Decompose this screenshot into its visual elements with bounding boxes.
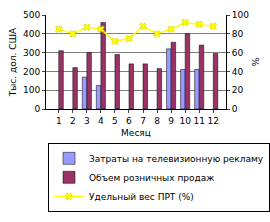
svg-text:1: 1 [56,116,62,126]
svg-text:2: 2 [70,116,76,126]
svg-text:60: 60 [232,48,244,58]
svg-text:400: 400 [23,29,40,39]
svg-text:100: 100 [232,10,249,20]
svg-text:12: 12 [208,116,219,126]
svg-text:Удельный вес ПРТ (%): Удельный вес ПРТ (%) [89,192,194,202]
svg-text:7: 7 [140,116,146,126]
svg-text:4: 4 [98,116,104,126]
svg-text:5: 5 [112,116,118,126]
svg-text:0: 0 [34,104,40,114]
svg-text:9: 9 [168,116,174,126]
svg-text:Объем розничных продаж: Объем розничных продаж [89,173,214,183]
svg-text:8: 8 [154,116,160,126]
svg-text:500: 500 [23,10,40,20]
svg-text:200: 200 [23,67,40,77]
svg-text:0: 0 [232,104,238,114]
svg-text:Тыс. дол. США: Тыс. дол. США [8,27,18,97]
svg-text:80: 80 [232,29,244,39]
svg-text:40: 40 [232,67,244,77]
svg-text:Затраты на телевизионную рекла: Затраты на телевизионную рекламу [89,154,264,164]
svg-text:100: 100 [23,85,40,95]
svg-text:Месяц: Месяц [121,128,151,138]
svg-text:300: 300 [23,48,40,58]
svg-text:20: 20 [232,85,244,95]
svg-text:10: 10 [179,116,191,126]
svg-text:11: 11 [193,116,204,126]
svg-text:3: 3 [84,116,90,126]
svg-text:%: % [251,57,261,66]
svg-text:6: 6 [126,116,132,126]
